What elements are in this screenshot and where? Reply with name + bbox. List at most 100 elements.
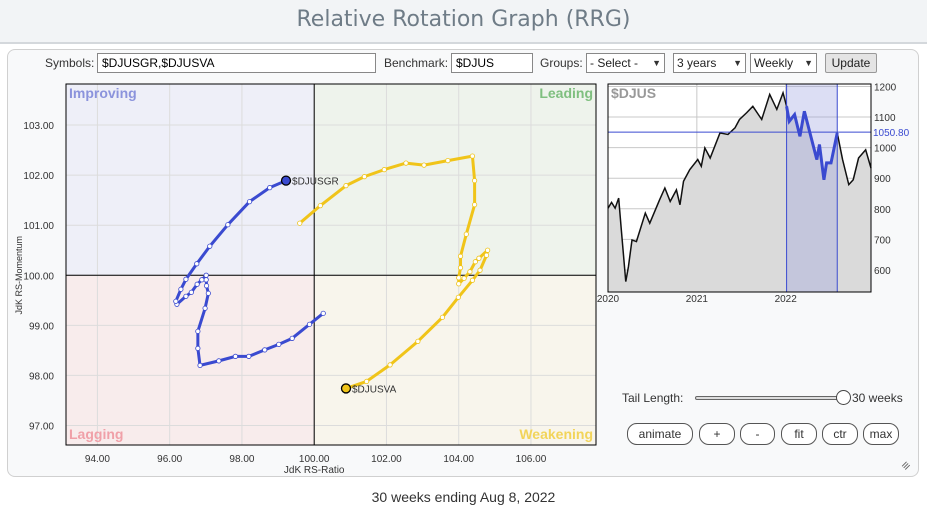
series-tail-1 <box>298 154 490 390</box>
tail-point <box>317 203 323 209</box>
y-tick-label: 100.00 <box>23 271 54 282</box>
fit-button[interactable]: fit <box>781 423 817 445</box>
tail-point <box>199 277 205 283</box>
quadrant-label-leading: Leading <box>539 85 593 101</box>
y-tick-label: 102.00 <box>23 171 54 182</box>
groups-value: - Select - <box>590 56 639 70</box>
quadrant-label-lagging: Lagging <box>69 426 123 442</box>
groups-select[interactable]: - Select - ▼ <box>586 53 665 73</box>
tail-point <box>188 289 194 295</box>
tail-point <box>246 199 253 205</box>
tail-length-label: Tail Length: <box>622 391 684 405</box>
price-tick-label: 800 <box>874 205 891 216</box>
series-label: $DJUSVA <box>352 384 397 395</box>
tail-point <box>472 202 478 208</box>
animate-button[interactable]: animate <box>627 423 693 445</box>
price-tick-label: 1000 <box>874 144 897 155</box>
price-tick-label: 1100 <box>874 113 896 124</box>
tail-point <box>472 259 478 265</box>
tail-point <box>483 252 490 258</box>
highlight-price-line <box>785 106 839 180</box>
y-axis-label: JdK RS-Momentum <box>14 236 24 315</box>
y-tick-label: 98.00 <box>29 371 54 382</box>
price-area <box>608 92 871 292</box>
symbols-input[interactable] <box>97 53 376 73</box>
year-tick-label: 2021 <box>686 294 709 305</box>
x-tick-label: 94.00 <box>85 454 110 465</box>
zoom-in-button[interactable]: + <box>699 423 735 445</box>
tail-point <box>456 275 462 281</box>
quadrant-label-improving: Improving <box>69 85 137 101</box>
tail-point <box>415 338 421 344</box>
tail-point <box>203 272 209 278</box>
benchmark-input[interactable] <box>451 53 533 73</box>
tail-point <box>485 247 491 253</box>
x-tick-label: 98.00 <box>229 454 254 465</box>
tail-point <box>445 158 451 164</box>
y-tick-label: 103.00 <box>23 121 54 132</box>
benchmark-label: Benchmark: <box>384 56 449 70</box>
tail-point <box>202 305 208 311</box>
price-tick-label: 600 <box>874 266 891 277</box>
page-title: Relative Rotation Graph (RRG) <box>296 7 631 32</box>
tail-point <box>205 290 211 296</box>
tail-point <box>267 185 273 191</box>
current-value-label: 1050.80 <box>873 128 910 139</box>
tail-point <box>363 378 370 385</box>
tail-length-slider[interactable] <box>695 396 843 400</box>
x-tick-label: 100.00 <box>299 454 330 465</box>
y-tick-label: 99.00 <box>29 321 54 332</box>
y-tick-label: 97.00 <box>29 421 54 432</box>
period-value: 3 years <box>677 56 717 70</box>
price-tick-label: 900 <box>874 174 891 185</box>
tail-point <box>403 160 409 166</box>
tail-point <box>306 321 313 327</box>
tail-point <box>194 261 200 267</box>
zoom-out-button[interactable]: - <box>740 423 775 445</box>
year-tick-label: 2020 <box>597 294 620 305</box>
price-tick-label: 700 <box>874 235 891 246</box>
tail-point <box>197 362 203 368</box>
series-head-marker <box>280 175 292 186</box>
center-button[interactable]: ctr <box>822 423 858 445</box>
tail-point <box>463 231 469 237</box>
tail-point <box>387 362 393 368</box>
symbols-label: Symbols: <box>45 56 95 70</box>
tail-point <box>232 353 239 359</box>
tail-point <box>361 174 368 180</box>
max-button[interactable]: max <box>863 423 899 445</box>
groups-label: Groups: <box>540 56 583 70</box>
tail-point <box>173 298 179 304</box>
tail-point <box>183 293 189 299</box>
tail-point <box>276 341 282 347</box>
tail-point <box>203 283 210 289</box>
price-tick-label: 1200 <box>874 82 897 93</box>
year-tick-label: 2022 <box>775 294 798 305</box>
tail-point <box>289 335 295 341</box>
x-tick-label: 106.00 <box>516 454 547 465</box>
tail-point <box>194 281 200 287</box>
tail-point <box>457 265 464 271</box>
title-bar: Relative Rotation Graph (RRG) <box>0 0 927 44</box>
plot-border <box>65 83 597 446</box>
frequency-value: Weekly <box>754 56 794 70</box>
tail-point <box>225 222 231 228</box>
slider-handle[interactable] <box>836 390 851 405</box>
tail-point <box>477 267 483 273</box>
tail-point <box>456 281 462 287</box>
tail-point <box>203 277 209 283</box>
chevron-down-icon: ▼ <box>804 58 813 68</box>
chevron-down-icon: ▼ <box>652 58 661 68</box>
update-button[interactable]: Update <box>825 53 877 73</box>
x-tick-label: 96.00 <box>157 454 182 465</box>
tail-point <box>216 358 222 364</box>
period-select[interactable]: 3 years ▼ <box>673 53 746 73</box>
tail-point <box>472 178 478 184</box>
tail-point <box>195 328 201 334</box>
tail-point <box>207 243 213 249</box>
quadrant-lagging <box>66 275 315 445</box>
quadrant-improving <box>66 84 315 276</box>
x-tick-label: 104.00 <box>443 454 474 465</box>
frequency-select[interactable]: Weekly ▼ <box>750 53 817 73</box>
